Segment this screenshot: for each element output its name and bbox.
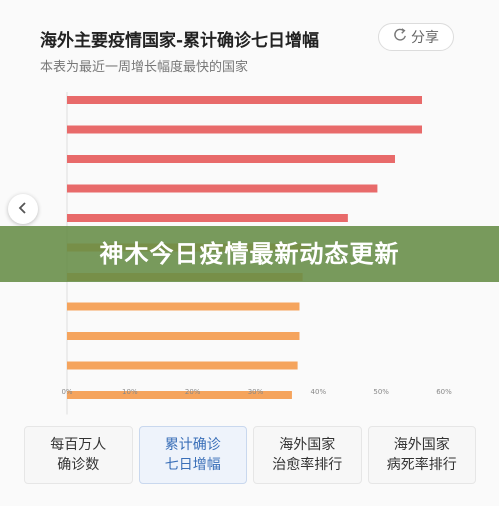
bar-10 xyxy=(67,391,292,399)
bar-1 xyxy=(67,125,423,134)
tab-label: 治愈率排行 xyxy=(272,457,343,473)
x-tick-label: 60% xyxy=(436,388,452,396)
bar-4 xyxy=(67,214,348,222)
tab-per-million[interactable]: 每百万人 确诊数 xyxy=(24,426,133,484)
chevron-left-icon xyxy=(16,200,30,219)
tab-bar: 每百万人 确诊数 累计确诊 七日增幅 海外国家 治愈率排行 海外国家 病死率排行 xyxy=(24,426,476,484)
x-tick-label: 40% xyxy=(311,388,327,396)
bar-chart: 0% 10% 20% 30% 40% 50% 60% xyxy=(61,92,452,415)
x-tick-label: 50% xyxy=(373,388,389,396)
page-title: 海外主要疫情国家-累计确诊七日增幅 xyxy=(40,31,320,51)
tab-label: 病死率排行 xyxy=(386,457,457,473)
banner-overlay xyxy=(0,226,499,282)
bar-2 xyxy=(67,155,395,163)
tab-label: 每百万人 xyxy=(50,437,107,453)
tab-label: 海外国家 xyxy=(279,437,336,453)
tab-seven-day-growth[interactable]: 累计确诊 七日增幅 xyxy=(138,426,247,484)
share-icon xyxy=(393,28,407,46)
tab-recovery-rate[interactable]: 海外国家 治愈率排行 xyxy=(253,426,362,484)
x-tick-label: 30% xyxy=(248,388,264,396)
bar-8 xyxy=(67,332,300,340)
share-button[interactable]: 分享 xyxy=(378,23,454,51)
tab-label: 确诊数 xyxy=(57,457,100,473)
bar-7 xyxy=(67,302,300,311)
x-tick-label: 0% xyxy=(61,388,72,396)
back-button[interactable] xyxy=(8,194,38,224)
tab-label: 七日增幅 xyxy=(164,457,221,473)
x-tick-label: 10% xyxy=(122,388,138,396)
tab-label: 累计确诊 xyxy=(164,437,221,453)
x-tick-label: 20% xyxy=(185,388,201,396)
page-subtitle: 本表为最近一周增长幅度最快的国家 xyxy=(40,60,249,75)
share-label: 分享 xyxy=(411,30,439,46)
tab-label: 海外国家 xyxy=(393,437,450,453)
bar-0 xyxy=(67,96,423,104)
tab-fatality-rate[interactable]: 海外国家 病死率排行 xyxy=(367,426,476,484)
bar-3 xyxy=(67,184,378,193)
bar-9 xyxy=(67,361,298,370)
banner-title: 神木今日疫情最新动态更新 xyxy=(99,240,400,268)
